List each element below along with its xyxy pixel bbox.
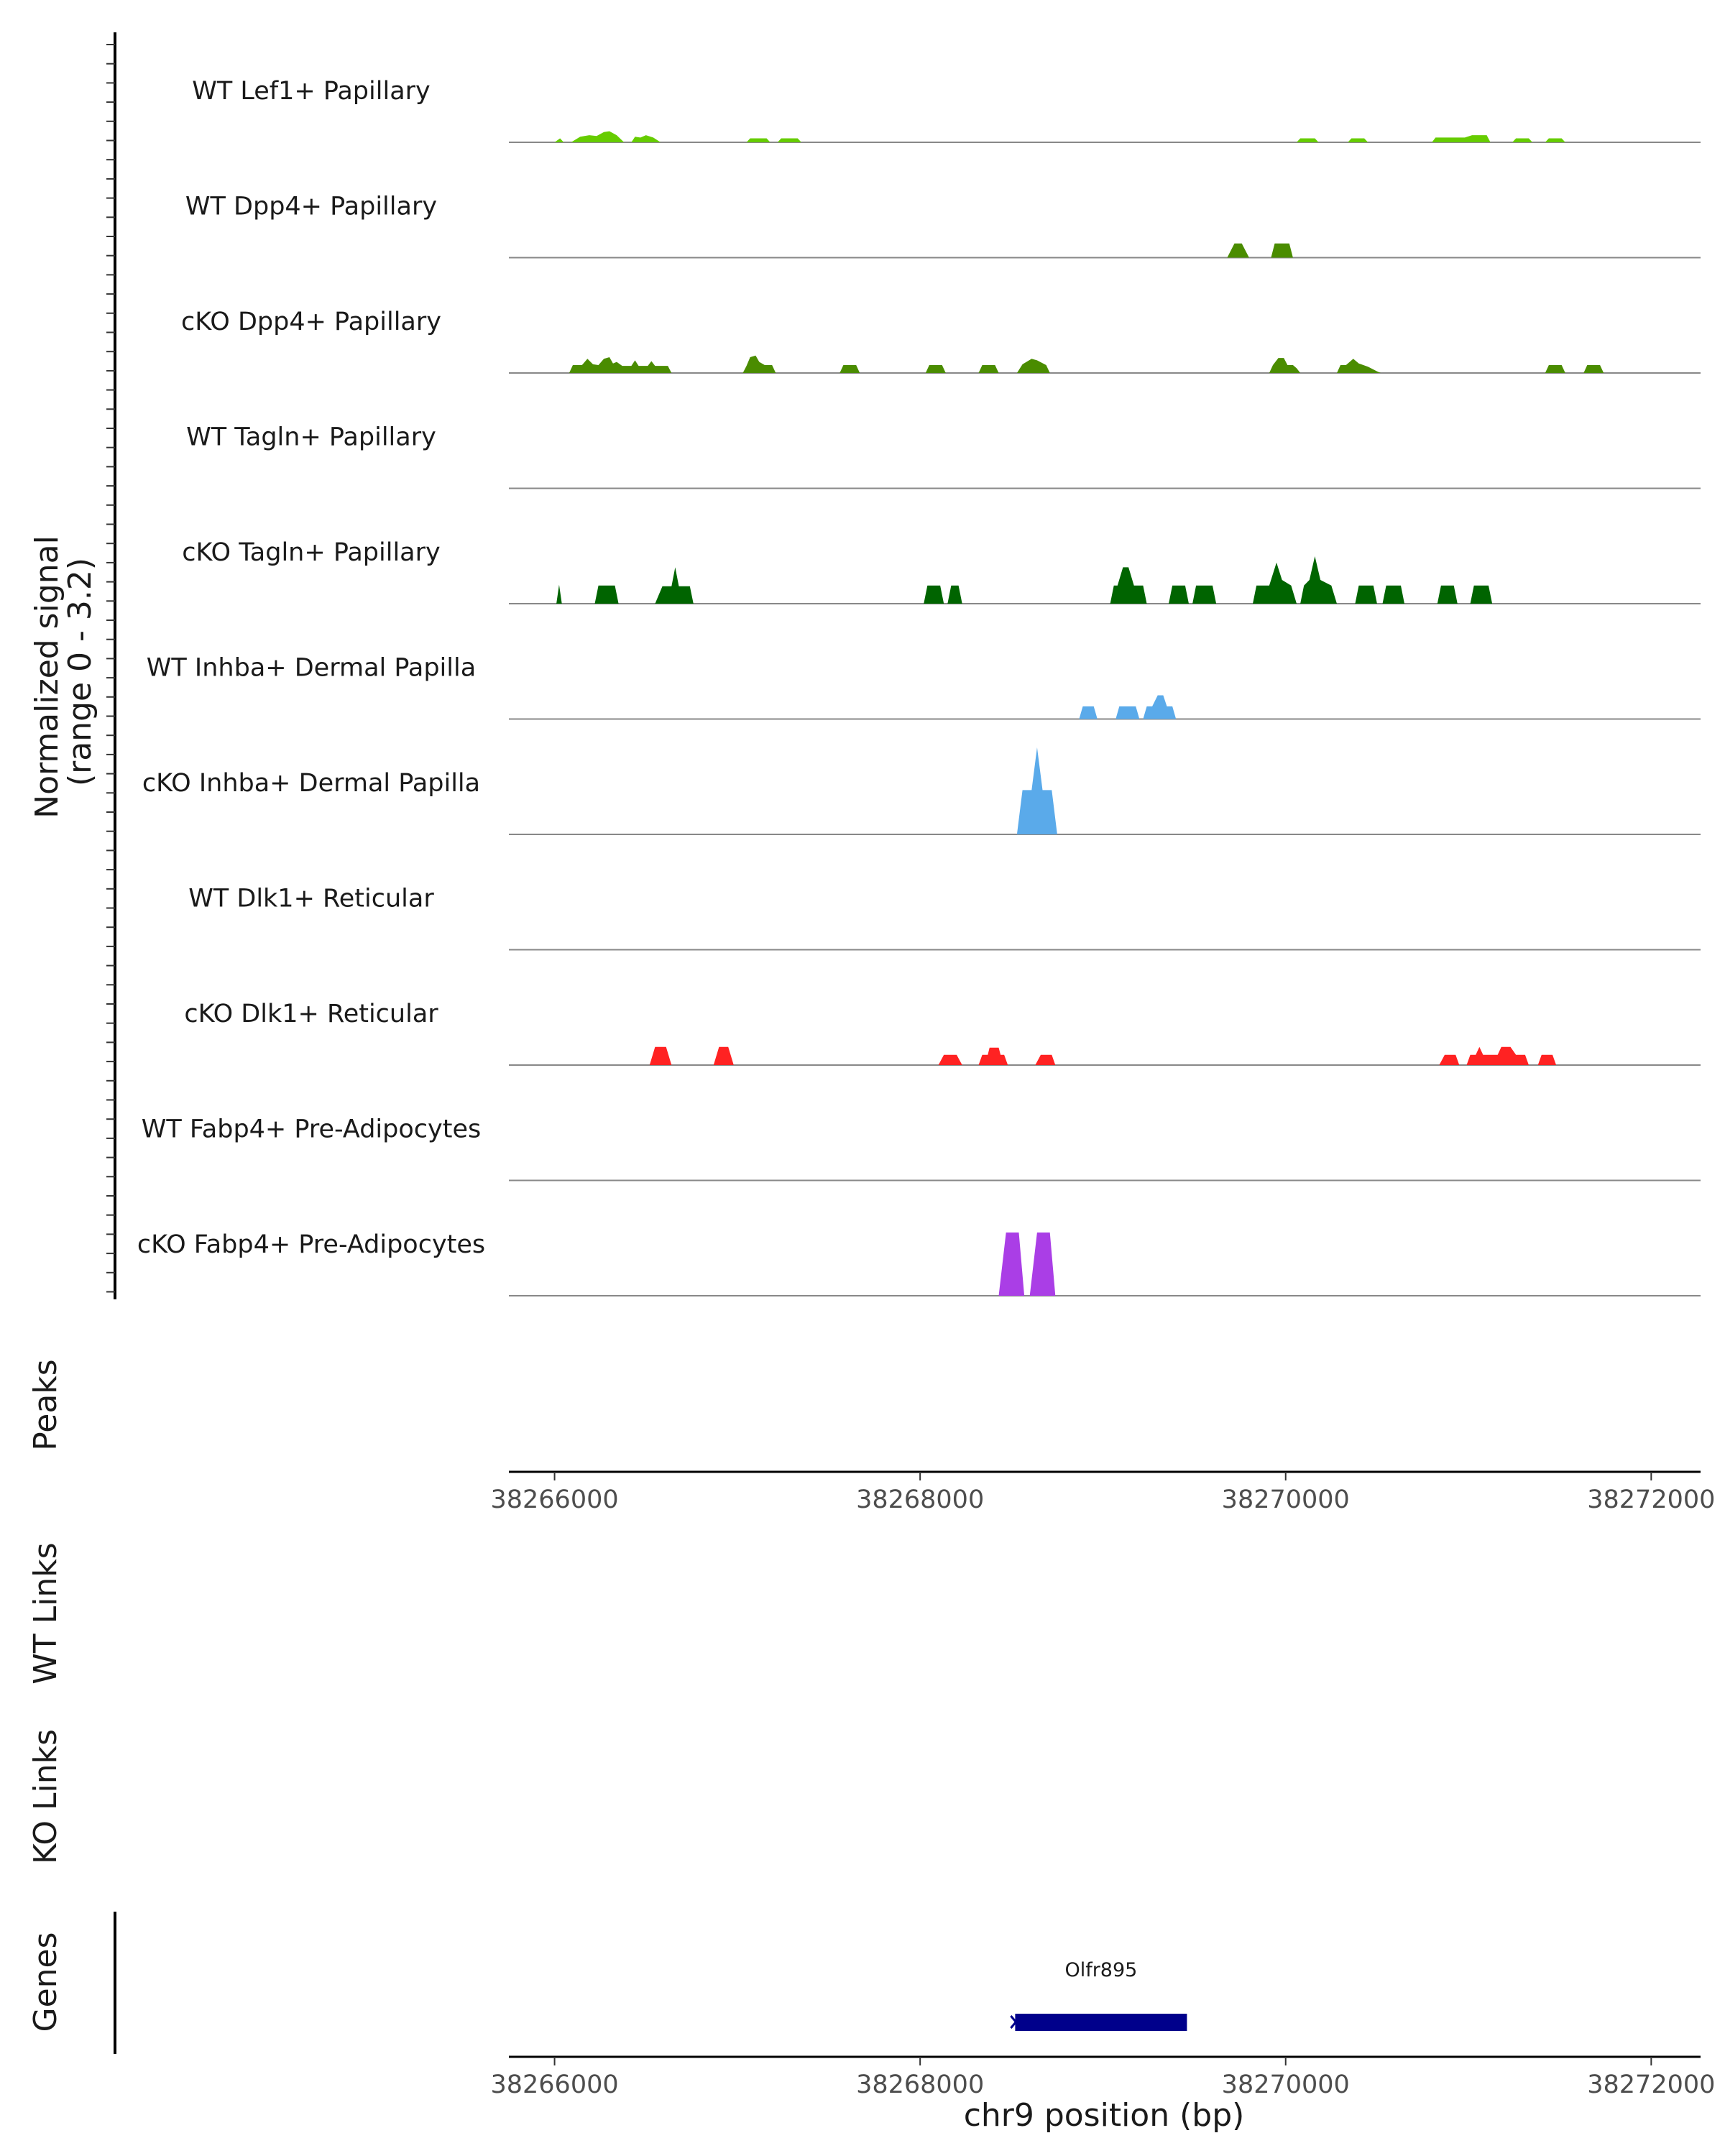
track: WT Dpp4+ Papillary [185, 193, 1701, 259]
y-axis-title: Normalized signal (range 0 - 3.2) [29, 525, 98, 819]
track-label: cKO Fabp4+ Pre-Adipocytes [137, 1230, 485, 1259]
coverage-area [1079, 695, 1177, 719]
track-label: WT Fabp4+ Pre-Adipocytes [142, 1115, 481, 1144]
track-label: WT Dpp4+ Papillary [185, 193, 437, 221]
x-tick-label: 38272000 [1587, 2070, 1715, 2099]
gene-strand-marker [1010, 2015, 1022, 2029]
peaks-panel-label: Peaks [27, 1359, 64, 1450]
gene-track: Olfr895 [1010, 1959, 1187, 2031]
gene-label: Olfr895 [1064, 1959, 1137, 1981]
ko-links-panel-label: KO Links [27, 1729, 64, 1864]
genes-panel-label: Genes [27, 1932, 64, 2032]
track: cKO Dlk1+ Reticular [184, 1000, 1701, 1066]
coverage-area [1016, 747, 1057, 834]
track: WT Inhba+ Dermal Papilla [147, 654, 1701, 720]
track: WT Dlk1+ Reticular [188, 885, 1701, 951]
x-axis-bottom: 38266000 38268000 38270000 38272000 [490, 2055, 1715, 2099]
x-tick-label: 38268000 [856, 1485, 984, 1514]
track-label: cKO Dpp4+ Papillary [181, 308, 441, 336]
track-label: WT Inhba+ Dermal Papilla [147, 654, 476, 683]
coverage-area [649, 1046, 1557, 1065]
track: cKO Dpp4+ Papillary [181, 308, 1701, 374]
x-axis-title: chr9 position (bp) [964, 2097, 1245, 2134]
coverage-area [998, 1233, 1056, 1296]
x-tick-label: 38266000 [490, 2070, 618, 2099]
track-label: cKO Dlk1+ Reticular [184, 1000, 438, 1028]
track-label: WT Lef1+ Papillary [192, 77, 431, 106]
track-label: cKO Inhba+ Dermal Papilla [142, 769, 480, 798]
wt-links-panel-label: WT Links [27, 1542, 64, 1684]
track: WT Lef1+ Papillary [192, 77, 1701, 143]
x-tick-label: 38268000 [856, 2070, 984, 2099]
x-tick-label: 38270000 [1222, 2070, 1350, 2099]
track: cKO Tagln+ Papillary [182, 538, 1701, 604]
track-label: WT Tagln+ Papillary [186, 423, 436, 452]
coverage-area [569, 355, 1604, 373]
track: cKO Inhba+ Dermal Papilla [142, 747, 1701, 835]
x-tick-label: 38270000 [1222, 1485, 1350, 1514]
track-label: WT Dlk1+ Reticular [188, 885, 434, 913]
coverage-area [1227, 243, 1293, 258]
x-tick-label: 38272000 [1587, 1485, 1715, 1514]
track-label: cKO Tagln+ Papillary [182, 538, 441, 567]
x-tick-label: 38266000 [490, 1485, 618, 1514]
coverage-area [554, 131, 1565, 142]
track: WT Fabp4+ Pre-Adipocytes [142, 1115, 1701, 1181]
x-axis-top: 38266000 38268000 38270000 38272000 [490, 1470, 1715, 1514]
track: cKO Fabp4+ Pre-Adipocytes [137, 1230, 1701, 1296]
track: WT Tagln+ Papillary [186, 423, 1701, 489]
coverage-tracks: WT Lef1+ Papillary WT Dpp4+ Papillary cKO … [137, 77, 1701, 1296]
signal-y-axis [106, 32, 116, 1299]
gene-body [1015, 2014, 1187, 2031]
coverage-area [556, 556, 1493, 604]
